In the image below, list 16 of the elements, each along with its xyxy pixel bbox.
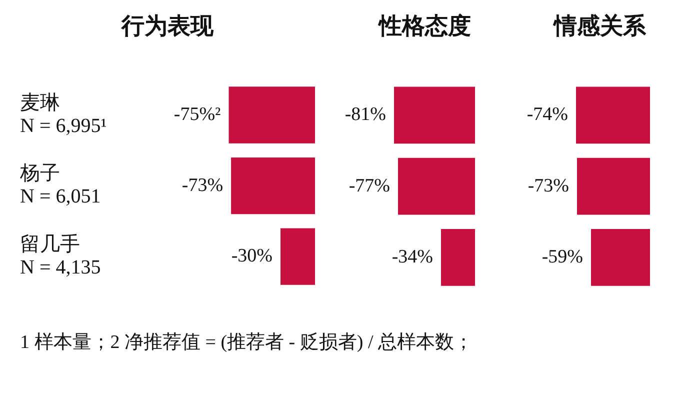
- data-label: -34%: [392, 246, 434, 268]
- y-tick-label: 麦琳 N = 6,995¹: [20, 92, 107, 137]
- data-label: -30%: [231, 246, 273, 267]
- data-label: -73%: [182, 174, 224, 196]
- y-tick-label: 杨子 N = 6,051: [19, 162, 101, 208]
- chart-title: 行为表现: [120, 14, 214, 39]
- data-label: -81%: [344, 104, 386, 126]
- chart-title: 性格态度: [377, 12, 471, 39]
- data-label: -73%: [528, 175, 570, 196]
- data-label: -59%: [542, 246, 584, 268]
- chart-title: 情感关系: [552, 14, 647, 39]
- data-label: -74%: [526, 104, 568, 126]
- data-label: -75%²: [174, 104, 222, 125]
- y-tick-label: 留几手 N = 4,135: [20, 233, 101, 278]
- data-label: -77%: [348, 175, 390, 196]
- text: 1 样本量；2 净推荐值 = (推荐者 - 贬损者) / 总样本数；: [20, 331, 473, 355]
